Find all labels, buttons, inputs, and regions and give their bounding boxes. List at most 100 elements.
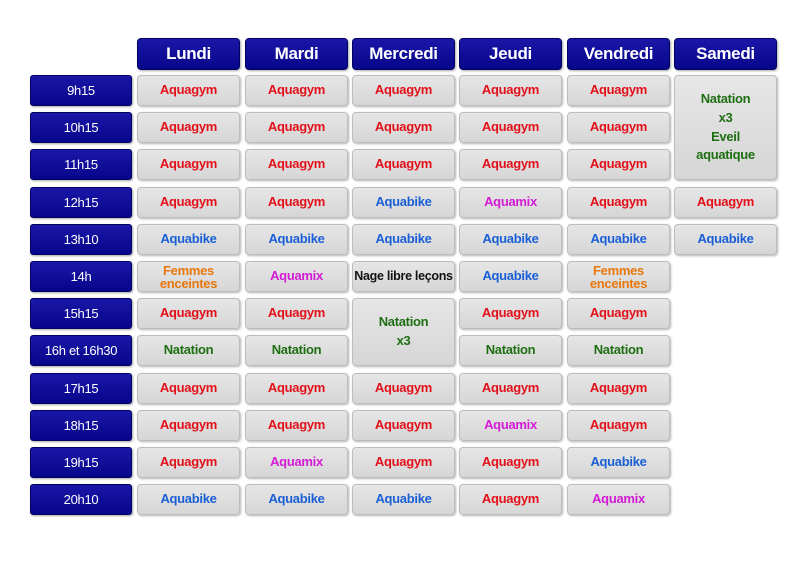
class-label: Aquagym — [374, 119, 433, 135]
class-cell-aquagym: Aquagym — [245, 373, 348, 404]
class-label: Aquabike — [590, 454, 647, 470]
class-cell-aquagym: Aquagym — [137, 112, 240, 143]
class-cell-aquagym: Aquagym — [245, 149, 348, 180]
class-label: Aquagym — [589, 194, 648, 210]
time-slot: 19h15 — [30, 447, 132, 478]
time-slot: 17h15 — [30, 373, 132, 404]
class-label: Aquagym — [589, 380, 648, 396]
day-header-mercredi: Mercredi — [352, 38, 455, 70]
class-cell-aquagym: Aquagym — [137, 187, 240, 218]
class-cell-aquagym: Aquagym — [459, 149, 562, 180]
class-cell-aquagym: Aquagym — [567, 112, 670, 143]
class-cell-aquagym: Aquagym — [137, 373, 240, 404]
class-cell-natation: Natation — [567, 335, 670, 366]
class-label: Aquagym — [267, 119, 326, 135]
class-label: Aquamix — [270, 454, 323, 470]
class-cell-aquabike: Aquabike — [245, 224, 348, 255]
class-label: Aquagym — [589, 82, 648, 98]
class-cell-aquagym: Aquagym — [352, 75, 455, 106]
class-cell-aquabike: Aquabike — [567, 224, 670, 255]
class-cell-aquamix: Aquamix — [459, 187, 562, 218]
class-label: Aquabike — [482, 231, 539, 247]
time-slot: 11h15 — [30, 149, 132, 180]
class-label: Aquagym — [159, 194, 218, 210]
class-cell-aquabike: Aquabike — [674, 224, 777, 255]
class-label: Aquabike — [482, 268, 539, 284]
class-cell-aquagym: Aquagym — [459, 75, 562, 106]
class-label: Aquagym — [267, 156, 326, 172]
class-label: Aquabike — [590, 231, 647, 247]
class-label: Aquagym — [159, 156, 218, 172]
class-cell-aquagym: Aquagym — [674, 187, 777, 218]
class-cell-natation: Natation — [245, 335, 348, 366]
class-label: Aquagym — [159, 119, 218, 135]
class-cell-aquagym: Aquagym — [137, 75, 240, 106]
class-label: Natation — [163, 342, 214, 358]
time-slot: 12h15 — [30, 187, 132, 218]
day-header-mardi: Mardi — [245, 38, 348, 70]
class-label: enceintes — [159, 275, 218, 291]
class-cell-aquabike: Aquabike — [567, 447, 670, 478]
class-label: Natation — [485, 342, 536, 358]
class-label: Aquagym — [589, 305, 648, 321]
class-label: enceintes — [589, 275, 648, 291]
class-label: Aquagym — [481, 491, 540, 507]
class-label: Aquagym — [481, 82, 540, 98]
class-label: Aquamix — [592, 491, 645, 507]
class-label: Aquagym — [589, 119, 648, 135]
class-cell-aquabike: Aquabike — [245, 484, 348, 515]
class-label: Natation — [593, 342, 644, 358]
class-cell-aquagym: Aquagym — [567, 373, 670, 404]
class-cell-aquabike: Aquabike — [459, 224, 562, 255]
class-label: Aquabike — [160, 231, 217, 247]
class-label: Aquagym — [589, 156, 648, 172]
class-label: Aquagym — [481, 305, 540, 321]
class-cell-aquamix: Aquamix — [245, 261, 348, 292]
time-slot: 14h — [30, 261, 132, 292]
class-label: Aquagym — [481, 454, 540, 470]
class-label: x3 — [396, 333, 411, 348]
class-cell-aquagym: Aquagym — [459, 298, 562, 329]
class-label: Aquagym — [589, 417, 648, 433]
class-label: Aquabike — [375, 231, 432, 247]
class-cell-natation: Natation — [137, 335, 240, 366]
class-cell-aquagym: Aquagym — [567, 410, 670, 441]
class-label: Aquagym — [159, 454, 218, 470]
class-label: Aquagym — [267, 194, 326, 210]
class-label: Aquabike — [160, 491, 217, 507]
class-label: Aquagym — [481, 119, 540, 135]
class-cell-aquamix: Aquamix — [245, 447, 348, 478]
time-slot: 13h10 — [30, 224, 132, 255]
day-header-samedi: Samedi — [674, 38, 777, 70]
class-label: Aquagym — [159, 417, 218, 433]
class-cell-aquagym: Aquagym — [352, 149, 455, 180]
class-label: Aquagym — [159, 82, 218, 98]
class-cell-aquabike: Aquabike — [352, 224, 455, 255]
class-cell-aquagym: Aquagym — [459, 373, 562, 404]
class-cell-aquagym: Aquagym — [137, 149, 240, 180]
time-slot: 16h et 16h30 — [30, 335, 132, 366]
class-label: Aquagym — [374, 82, 433, 98]
class-cell-aquagym: Aquagym — [567, 187, 670, 218]
class-label: Aquamix — [484, 417, 537, 433]
class-cell-aquagym: Aquagym — [567, 298, 670, 329]
class-cell-aquabike: Aquabike — [137, 224, 240, 255]
class-cell-aquagym: Aquagym — [245, 410, 348, 441]
class-label: Natation — [271, 342, 322, 358]
class-cell-aquagym: Aquagym — [137, 298, 240, 329]
time-slot: 10h15 — [30, 112, 132, 143]
class-label: Aquagym — [159, 305, 218, 321]
class-cell-natation: Natation x3 — [352, 298, 455, 366]
class-label: Femmes — [163, 262, 214, 278]
class-label: Natation — [700, 90, 751, 106]
class-cell-aquagym: Aquagym — [567, 75, 670, 106]
time-slot: 20h10 — [30, 484, 132, 515]
class-cell-aquamix: Aquamix — [567, 484, 670, 515]
class-label: Aquagym — [374, 156, 433, 172]
class-label: Nage libre leçons — [354, 269, 453, 284]
class-cell-aquagym: Aquagym — [352, 112, 455, 143]
class-label: Aquagym — [481, 380, 540, 396]
class-cell-aquagym: Aquagym — [245, 75, 348, 106]
class-cell-aquabike: Aquabike — [459, 261, 562, 292]
